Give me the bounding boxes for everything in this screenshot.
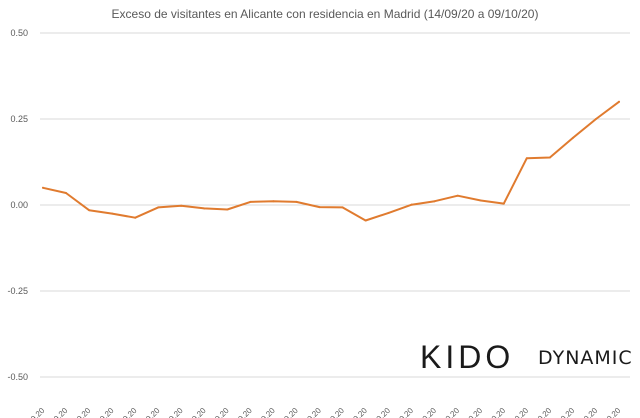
data-point <box>410 203 413 206</box>
data-point <box>226 208 229 211</box>
data-point <box>525 157 528 160</box>
data-point <box>341 206 344 209</box>
chart-title: Exceso de visitantes en Alicante con res… <box>112 7 539 21</box>
data-point <box>618 100 620 103</box>
data-point <box>387 211 390 214</box>
x-tick-label: 14.09.20 <box>18 406 47 418</box>
gridlines <box>40 32 630 378</box>
data-point <box>134 216 137 219</box>
series-line <box>42 100 620 222</box>
logo-text: DYNAMICS <box>538 347 632 369</box>
series-layer <box>42 100 620 222</box>
y-tick-label: 0.25 <box>10 114 28 124</box>
data-point <box>42 186 44 189</box>
data-point <box>88 209 91 212</box>
data-point <box>203 207 206 210</box>
y-tick-label: 0.50 <box>10 28 28 38</box>
data-point <box>249 200 252 203</box>
data-point <box>456 194 459 197</box>
y-tick-label: -0.25 <box>7 286 28 296</box>
data-point <box>65 191 68 194</box>
logo-mark: KIDO <box>420 339 514 372</box>
data-point <box>502 202 505 205</box>
kido-dynamics-logo: KIDO DYNAMICS <box>420 339 632 372</box>
y-tick-label: -0.50 <box>7 372 28 382</box>
y-tick-label: 0.00 <box>10 200 28 210</box>
data-point <box>272 200 275 203</box>
data-point <box>479 199 482 202</box>
data-point <box>111 212 114 215</box>
data-point <box>571 136 574 139</box>
data-point <box>594 118 597 120</box>
data-point <box>157 206 160 209</box>
x-axis-ticks: 14.09.2015.09.2016.09.2017.09.2018.09.20… <box>18 406 623 418</box>
data-point <box>433 200 436 203</box>
data-point <box>318 206 321 209</box>
data-point <box>364 219 367 222</box>
data-point <box>548 156 551 159</box>
data-point <box>180 204 183 207</box>
y-axis-ticks: 0.50 0.25 0.00 -0.25 -0.50 <box>7 28 28 382</box>
data-point <box>295 200 298 203</box>
